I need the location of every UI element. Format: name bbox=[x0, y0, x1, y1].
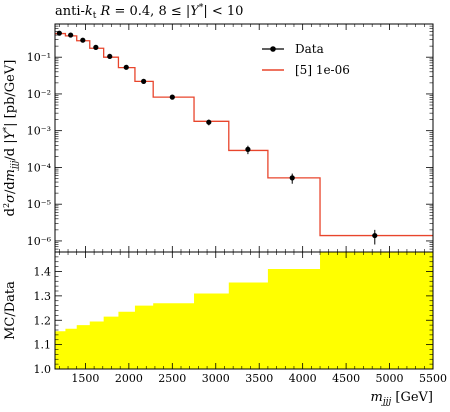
main-y-tick-label: 10⁻¹ bbox=[27, 51, 51, 64]
legend-marker-point bbox=[270, 46, 276, 52]
data-point bbox=[245, 146, 251, 152]
ratio-panel: 1500 2000 2500 3000 3500 4000 4500 5000 5500 1.0 1… bbox=[3, 251, 447, 407]
x-axis-label: mjjj [GeV] bbox=[371, 390, 433, 407]
main-y-tick-label: 10⁻⁴ bbox=[27, 161, 52, 174]
main-y-tick-label: 10⁻⁶ bbox=[27, 235, 52, 248]
main-plot-frame bbox=[54, 23, 434, 253]
x-tick-label: 5000 bbox=[376, 372, 404, 385]
data-point bbox=[107, 53, 113, 60]
data-point bbox=[372, 232, 378, 239]
legend-entry-label: [5] 1e-06 bbox=[295, 63, 350, 77]
main-y-tick-label: 10⁻³ bbox=[27, 125, 51, 138]
ratio-y-tick-label: 1.3 bbox=[34, 290, 52, 303]
x-tick-label: 4000 bbox=[289, 372, 317, 385]
x-tick-label: 3500 bbox=[245, 372, 273, 385]
data-point bbox=[80, 37, 86, 43]
ratio-y-tick-label: 1.2 bbox=[34, 314, 52, 327]
data-point bbox=[93, 44, 99, 50]
main-y-axis-label: d2σ/dmjjj/d |Y*| [pb/GeV] bbox=[2, 60, 20, 217]
data-point bbox=[169, 94, 175, 100]
x-tick-label: 2000 bbox=[115, 372, 143, 385]
mc-step-line bbox=[55, 32, 433, 237]
chart-title: anti-kt R = 0.4, 8 ≤ |Y*| < 10 bbox=[55, 3, 243, 21]
x-tick-label: 3000 bbox=[202, 372, 230, 385]
x-tick-label: 4500 bbox=[332, 372, 360, 385]
ratio-y-tick-label: 1.0 bbox=[34, 363, 52, 376]
main-y-tick-label: 10⁻⁵ bbox=[27, 198, 51, 211]
data-point bbox=[289, 175, 295, 181]
ratio-y-tick-label: 1.4 bbox=[34, 266, 52, 279]
x-tick-label: 2500 bbox=[158, 372, 186, 385]
x-tick-label: 1500 bbox=[71, 372, 99, 385]
main-panel: 10⁻⁶ 10⁻⁵ 10⁻⁴ 10⁻³ 10⁻² 10⁻¹ Data [5] 1e-06 d… bbox=[2, 23, 434, 253]
legend-entry-label: Data bbox=[295, 42, 324, 56]
main-y-tick-label: 10⁻² bbox=[27, 88, 51, 101]
data-point bbox=[68, 32, 74, 38]
ratio-y-tick-label: 1.1 bbox=[34, 339, 52, 352]
ratio-band bbox=[55, 252, 433, 369]
x-tick-label: 5500 bbox=[419, 372, 447, 385]
legend: Data [5] 1e-06 bbox=[262, 42, 350, 77]
data-point bbox=[141, 78, 147, 84]
data-point bbox=[123, 64, 129, 70]
data-point bbox=[206, 119, 212, 125]
data-point bbox=[56, 30, 62, 36]
ratio-y-axis-label: MC/Data bbox=[3, 281, 18, 340]
